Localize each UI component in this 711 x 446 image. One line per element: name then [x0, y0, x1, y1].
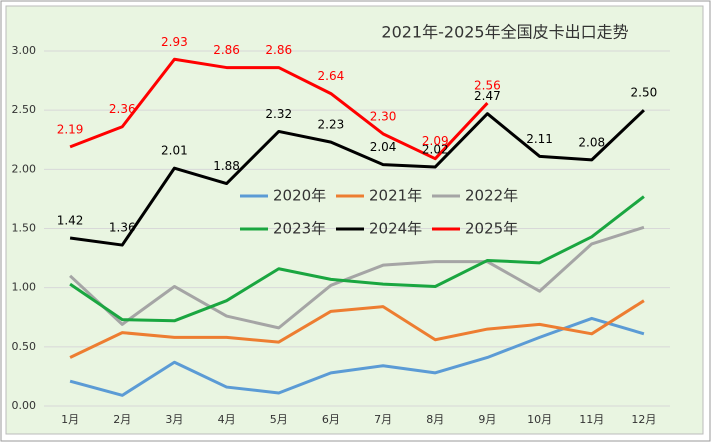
y-tick-label: 1.00	[12, 281, 37, 294]
data-label: 2.23	[318, 118, 345, 132]
chart-area	[5, 5, 704, 435]
y-tick-label: 1.50	[12, 222, 37, 235]
series-line	[69, 225, 645, 330]
data-label: 2.08	[578, 135, 605, 149]
x-tick-label: 2月	[113, 413, 131, 426]
data-label: 2.09	[422, 134, 449, 148]
data-label: 2.50	[631, 86, 658, 100]
x-tick-label: 11月	[579, 413, 604, 426]
data-label: 2.64	[318, 69, 345, 83]
series-line	[69, 299, 645, 359]
data-label: 2.04	[370, 140, 397, 154]
x-tick-label: 1月	[61, 413, 79, 426]
chart-title: 2021年-2025年全国皮卡出口走势	[381, 23, 628, 42]
data-label: 2.36	[109, 102, 136, 116]
x-tick-label: 6月	[322, 413, 340, 426]
data-label: 2.86	[213, 43, 240, 57]
legend-label: 2021年	[369, 187, 422, 205]
x-tick-label: 3月	[165, 413, 183, 426]
series-line	[69, 109, 645, 247]
y-tick-label: 2.50	[12, 103, 37, 116]
x-tick-label: 8月	[426, 413, 444, 426]
legend-label: 2025年	[465, 220, 518, 238]
x-tick-label: 9月	[478, 413, 496, 426]
y-tick-label: 2.00	[12, 162, 37, 175]
data-label: 2.32	[265, 107, 292, 121]
data-label: 1.88	[213, 159, 240, 173]
data-label: 1.42	[57, 213, 84, 227]
legend-label: 2020年	[273, 187, 326, 205]
x-tick-label: 10月	[527, 413, 552, 426]
series-line	[69, 316, 645, 397]
data-label: 2.47	[474, 89, 501, 103]
series-line	[69, 195, 645, 323]
y-tick-label: 0.50	[12, 340, 37, 353]
data-label: 2.86	[265, 43, 292, 57]
x-tick-label: 12月	[631, 413, 656, 426]
data-label: 2.56	[474, 79, 501, 93]
data-label: 1.36	[109, 221, 136, 235]
y-tick-label: 3.00	[12, 44, 37, 57]
x-tick-label: 5月	[270, 413, 288, 426]
data-label: 2.30	[370, 109, 397, 123]
data-label: 2.11	[526, 132, 553, 146]
x-tick-label: 4月	[218, 413, 236, 426]
data-label: 2.19	[57, 122, 84, 136]
data-label: 2.93	[161, 35, 188, 49]
legend-label: 2022年	[465, 187, 518, 205]
x-tick-label: 7月	[374, 413, 392, 426]
legend-label: 2024年	[369, 220, 422, 238]
y-tick-label: 0.00	[12, 399, 37, 412]
data-label: 2.02	[422, 142, 449, 156]
series-line	[69, 57, 489, 161]
legend-label: 2023年	[273, 220, 326, 238]
data-label: 2.01	[161, 144, 188, 158]
